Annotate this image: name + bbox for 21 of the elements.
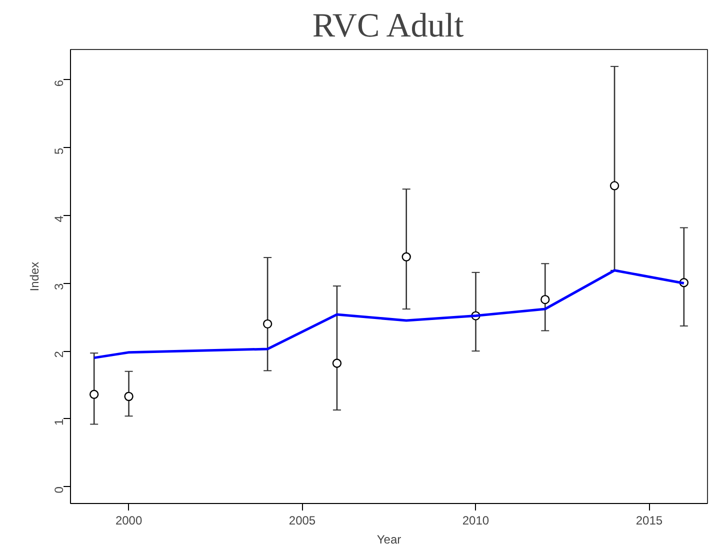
chart-title: RVC Adult xyxy=(312,8,464,44)
x-tick-label: 2000 xyxy=(115,514,142,528)
y-tick-label: 5 xyxy=(52,147,66,154)
point xyxy=(610,181,620,190)
point xyxy=(402,252,411,262)
point xyxy=(89,390,99,399)
y-tick-label: 1 xyxy=(52,418,66,426)
x-axis-title: Year xyxy=(376,532,402,546)
x-tick-label: 2005 xyxy=(288,514,316,528)
y-tick-label: 4 xyxy=(52,215,66,222)
y-tick-label: 6 xyxy=(52,80,66,87)
point xyxy=(124,392,134,402)
point xyxy=(540,294,550,304)
x-tick-label: 2010 xyxy=(462,514,490,528)
y-tick-label: 0 xyxy=(52,486,66,494)
y-tick-label: 2 xyxy=(52,350,66,358)
point xyxy=(332,358,342,368)
y-axis-title: Index xyxy=(28,262,42,292)
x-tick-label: 2015 xyxy=(636,514,663,528)
point xyxy=(262,319,272,329)
y-tick-label: 3 xyxy=(52,282,66,290)
